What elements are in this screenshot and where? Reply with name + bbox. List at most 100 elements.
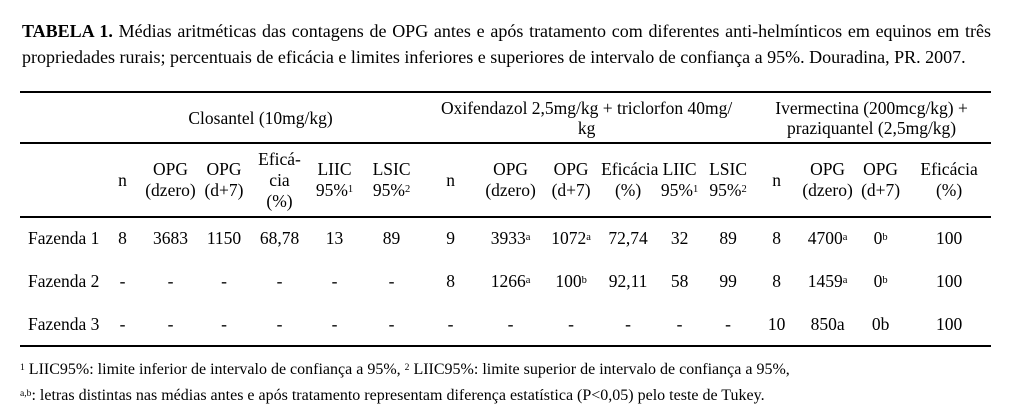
- treatment-group-header-row: Closantel (10mg/kg) Oxifendazol 2,5mg/kg…: [20, 92, 991, 143]
- stub-cell: [20, 143, 100, 217]
- data-cell: 3933a: [490, 228, 531, 248]
- column-header-line: cia: [269, 169, 290, 190]
- column-header-line: (%): [935, 180, 963, 200]
- column-header-line: (%): [266, 190, 293, 211]
- table-caption: TABELA 1. Médias aritméticas das contage…: [22, 19, 991, 70]
- data-cell: 0b: [873, 271, 888, 291]
- column-header-line: 95%2: [709, 180, 747, 200]
- column-header: OPG (dzero): [480, 143, 541, 217]
- group-header-line: Closantel (10mg/kg): [188, 107, 333, 128]
- data-cell: -: [447, 314, 454, 334]
- data-cell: 9: [446, 228, 455, 248]
- table-row: Fazenda 1 8 3683 1150 68,78 13 89 9 3933…: [20, 217, 991, 260]
- column-header-line: 95%1: [660, 180, 699, 200]
- table-head: Closantel (10mg/kg) Oxifendazol 2,5mg/kg…: [20, 92, 991, 217]
- data-cell: 4700a: [807, 228, 848, 248]
- data-cell: -: [568, 314, 574, 334]
- footnote-confidence-limits: 1 LIIC95%: limite inferior de intervalo …: [20, 361, 790, 378]
- column-header-line: (%): [614, 180, 642, 200]
- group-header-closantel: Closantel (10mg/kg): [100, 92, 421, 143]
- data-cell: 32: [670, 228, 689, 248]
- column-header-line: 95%2: [372, 180, 411, 200]
- column-header-line: 95%1: [315, 180, 354, 200]
- column-header-line: Eficá-: [258, 148, 301, 169]
- column-header-line: Eficácia: [920, 159, 978, 179]
- data-cell: -: [507, 314, 514, 334]
- superscript: a: [525, 274, 531, 286]
- group-header-line: Oxifendazol 2,5mg/kg + triclorfon 40mg/: [440, 97, 733, 118]
- column-header-line: n: [446, 169, 455, 190]
- superscript: 2: [404, 183, 411, 195]
- data-cell: 8: [118, 228, 127, 248]
- data-cell: 100b: [555, 271, 587, 291]
- table-rule-under-headers: [20, 216, 991, 218]
- superscript: a: [525, 231, 531, 243]
- data-cell: -: [221, 271, 227, 291]
- data-cell: 0b: [871, 314, 890, 334]
- column-header-line: OPG: [553, 159, 589, 179]
- data-cell: 100: [935, 314, 963, 334]
- data-cell: 89: [382, 228, 401, 248]
- table-rule-under-groups: [20, 142, 991, 144]
- data-cell: 99: [719, 271, 737, 291]
- data-cell: 58: [670, 271, 689, 291]
- footnote-tukey-test: a,b: letras distintas nas médias antes e…: [20, 387, 765, 404]
- data-cell: -: [331, 271, 338, 291]
- data-cell: 1266a: [490, 271, 531, 291]
- column-header-line: Eficácia: [601, 159, 659, 179]
- row-label: Fazenda 3: [28, 314, 100, 334]
- stub-cell: [20, 92, 100, 143]
- column-header: n: [752, 143, 801, 217]
- data-cell: 8: [772, 228, 781, 248]
- column-header: Eficácia (%): [907, 143, 991, 217]
- data-cell: -: [331, 314, 338, 334]
- data-cell: -: [119, 314, 126, 334]
- group-header-line: Ivermectina (200mcg/kg) +: [775, 97, 968, 118]
- column-header-line: (dzero): [802, 180, 853, 200]
- superscript: a,b: [20, 387, 32, 399]
- column-header: Eficá-cia (%): [252, 143, 307, 217]
- data-cell: -: [388, 271, 395, 291]
- data-cell: -: [221, 314, 227, 334]
- data-cell: 8: [446, 271, 455, 291]
- data-cell: 100: [935, 271, 963, 291]
- row-label: Fazenda 2: [28, 271, 100, 291]
- data-cell: -: [276, 314, 283, 334]
- superscript: b: [882, 274, 888, 286]
- column-header: n: [100, 143, 145, 217]
- data-cell: -: [676, 314, 683, 334]
- column-header: LIIC 95%1: [655, 143, 704, 217]
- column-header: OPG (d+7): [854, 143, 907, 217]
- superscript: a: [586, 231, 591, 243]
- column-header-line: (dzero): [485, 180, 536, 200]
- superscript: a: [842, 231, 848, 243]
- superscript: 2: [741, 183, 747, 195]
- data-cell: -: [276, 271, 283, 291]
- table-row: Fazenda 2 - - - - - - 8 1266a 100b 92,11…: [20, 260, 991, 303]
- caption-text: Médias aritméticas das contagens de OPG …: [22, 21, 991, 67]
- column-header: n: [421, 143, 480, 217]
- group-header-ivermectina-praziquantel: Ivermectina (200mcg/kg) + praziquantel (2…: [752, 92, 991, 143]
- column-header-line: n: [118, 169, 127, 190]
- column-header: LSIC 95%2: [362, 143, 421, 217]
- data-cell: 92,11: [608, 271, 648, 291]
- footnotes: 1 LIIC95%: limite inferior de intervalo …: [20, 357, 1010, 409]
- data-cell: -: [388, 314, 395, 334]
- group-header-line: kg: [577, 117, 596, 138]
- superscript: 2: [404, 361, 410, 373]
- data-cell: 850a: [810, 314, 845, 334]
- data-cell: 68,78: [259, 228, 300, 248]
- column-header: Eficácia (%): [601, 143, 659, 217]
- column-header-line: OPG: [493, 159, 529, 179]
- column-header-line: LIIC: [662, 159, 697, 179]
- data-cell: 1459a: [807, 271, 848, 291]
- row-label: Fazenda 1: [28, 228, 100, 248]
- column-header-line: (d+7): [551, 180, 591, 200]
- column-header-line: (d+7): [861, 180, 901, 200]
- data-cell: -: [167, 271, 174, 291]
- column-header-line: (dzero): [145, 180, 196, 200]
- group-header-line: praziquantel (2,5mg/kg): [787, 117, 957, 138]
- data-table: Closantel (10mg/kg) Oxifendazol 2,5mg/kg…: [20, 92, 991, 346]
- superscript: 1: [692, 183, 699, 195]
